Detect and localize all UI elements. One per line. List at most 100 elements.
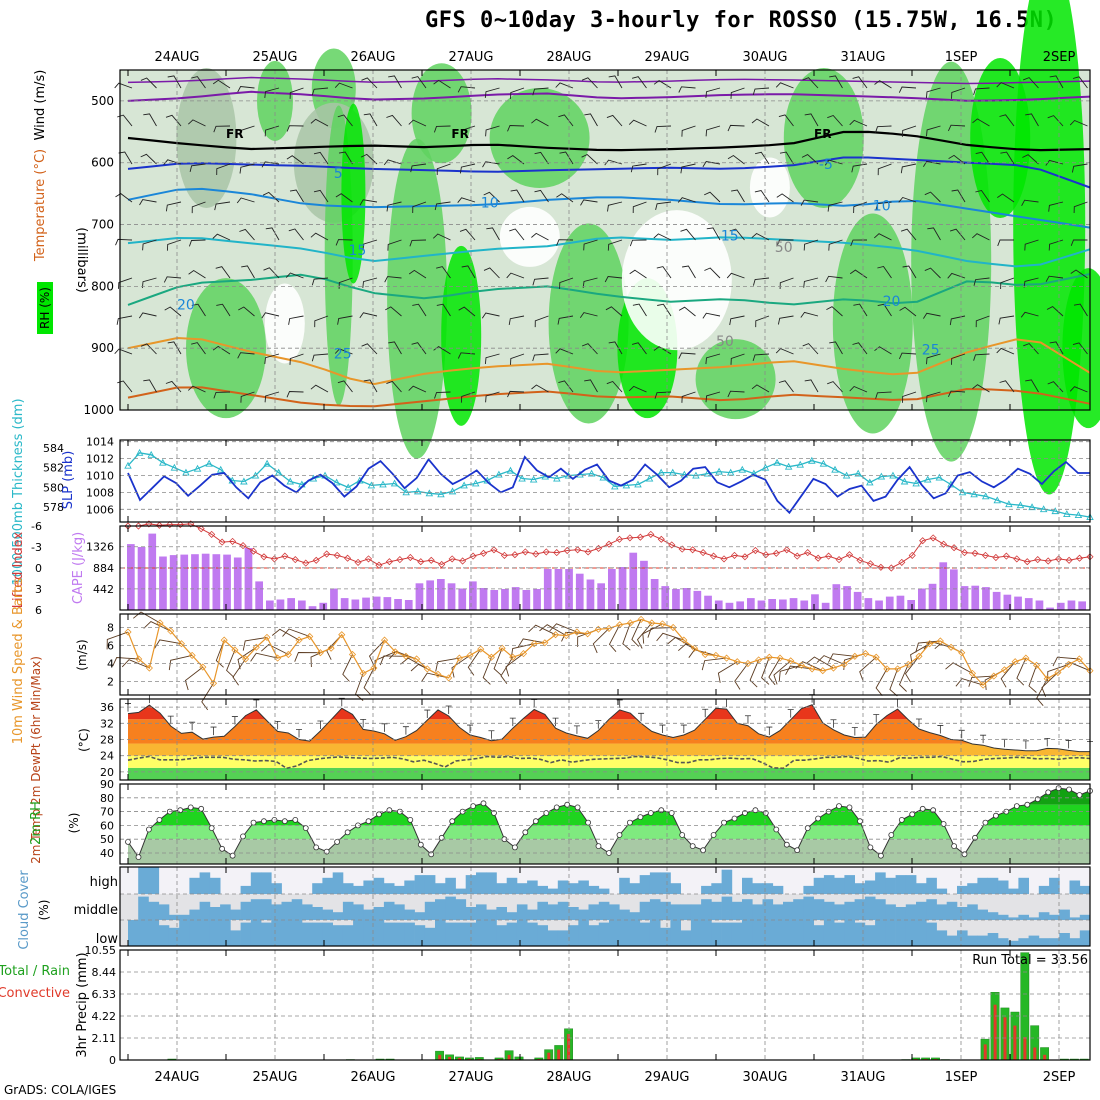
temp-band <box>128 767 1090 780</box>
date-label-top: 27AUG <box>448 50 493 65</box>
wind-barb <box>310 384 329 393</box>
wind-barb <box>362 239 378 251</box>
cloud-bar <box>271 904 282 920</box>
wind-barb <box>852 342 868 355</box>
cloud-bar <box>752 904 763 920</box>
thickness-tick-label: 582 <box>43 462 64 475</box>
lifted-index-point <box>772 549 780 557</box>
wind-barb <box>631 76 647 89</box>
wind-barb <box>387 239 402 251</box>
cape-bar <box>672 589 680 610</box>
temp-range-bar <box>296 729 303 738</box>
wind-barb <box>701 657 727 671</box>
cape-bar <box>244 548 253 610</box>
cloud-bar <box>772 904 784 920</box>
cloud-bar <box>281 920 293 946</box>
lifted-index-point <box>208 530 216 538</box>
lifted-index-point <box>1013 555 1021 563</box>
wind-speed-point <box>851 652 859 660</box>
wind-barb <box>647 627 674 638</box>
cape-bar <box>469 581 477 610</box>
cloud-bar <box>762 883 774 894</box>
wind-barb <box>803 277 819 288</box>
wind-barb <box>898 664 909 692</box>
cape-bar <box>191 554 199 610</box>
cloud-bar <box>977 935 988 946</box>
precip-convective-bar <box>1023 1037 1027 1060</box>
wind-barb <box>409 239 427 247</box>
cape-bar <box>896 595 905 610</box>
cloud-bar <box>742 877 753 894</box>
cloud-bar <box>138 896 149 920</box>
wind-speed-point <box>391 648 399 656</box>
wind-barb <box>752 87 770 96</box>
cloud-bar <box>875 920 886 946</box>
rh-legend: RH (%) <box>38 287 52 329</box>
cloud-bar <box>291 920 303 946</box>
cloud-bar <box>128 920 139 946</box>
isotherm-label: 50 <box>716 334 734 350</box>
wind-barb <box>112 657 139 667</box>
rh2m-point <box>1024 801 1031 808</box>
cape-bar <box>447 583 456 610</box>
wind-barb <box>951 87 966 99</box>
wind-speed-point <box>990 672 998 680</box>
wind-speed-point <box>477 645 485 653</box>
cloud-bar <box>322 909 333 920</box>
rh2m-point <box>480 800 487 807</box>
cloud-bar <box>957 930 968 946</box>
thickness-point <box>726 468 735 476</box>
cloud-bar <box>373 920 385 946</box>
wind-barb <box>731 189 745 203</box>
wind-barb <box>629 239 647 247</box>
cloud-bar <box>179 920 190 946</box>
wind-speed-point <box>883 665 891 673</box>
lifted-index-point <box>835 556 843 564</box>
cloud-bar <box>496 883 507 894</box>
cloud-bar <box>885 920 896 946</box>
cloud-bar <box>342 925 354 946</box>
wind-barb <box>705 353 721 365</box>
cloud-bar <box>189 920 200 946</box>
wind-barb <box>212 79 231 89</box>
cloud-bar <box>629 920 641 946</box>
cloud-bar <box>701 885 712 894</box>
cape-bar <box>1056 602 1065 610</box>
cape-bar <box>426 580 434 610</box>
thickness-point <box>332 478 341 486</box>
lifted-index-point <box>270 555 278 563</box>
wind-barb <box>900 228 917 241</box>
lifted-index-point <box>249 547 258 555</box>
precip-convective-bar <box>458 1057 462 1060</box>
wind-barb <box>363 379 378 393</box>
thickness-point <box>981 492 990 500</box>
lifted-index-point <box>1023 558 1031 566</box>
wind-barb <box>628 385 647 393</box>
thickness-point <box>471 479 480 487</box>
thickness-tick-label: 584 <box>43 442 64 455</box>
wind-barb <box>654 125 672 133</box>
pressure-axis-title: (millibars) <box>74 227 89 293</box>
rh2m-tick-label: 70 <box>100 806 114 819</box>
cloud-bar <box>987 912 999 920</box>
cape-bar <box>971 585 980 610</box>
wind-speed-point <box>1000 666 1009 674</box>
wind-barb <box>1023 277 1039 288</box>
cloud-bar <box>394 904 405 920</box>
wind-barb <box>493 648 503 676</box>
wind-barb <box>467 648 482 676</box>
temp-range-bar <box>702 708 709 718</box>
cape-bar <box>362 597 370 610</box>
wind-barb <box>433 79 451 89</box>
wind-barb <box>778 380 794 393</box>
cloud-bar <box>1028 917 1040 920</box>
cloud-bar <box>588 885 600 894</box>
wind-axis-title: 10m Wind Speed & Barbs <box>11 578 26 745</box>
pressure-tick-label: 600 <box>91 156 114 170</box>
wind-barb <box>213 391 231 399</box>
wind-speed-point <box>936 637 944 645</box>
cloud-bar <box>977 909 988 920</box>
temp-tick-label: 32 <box>100 717 114 730</box>
wind-barb <box>534 151 549 165</box>
temp-range-bar <box>274 721 281 730</box>
